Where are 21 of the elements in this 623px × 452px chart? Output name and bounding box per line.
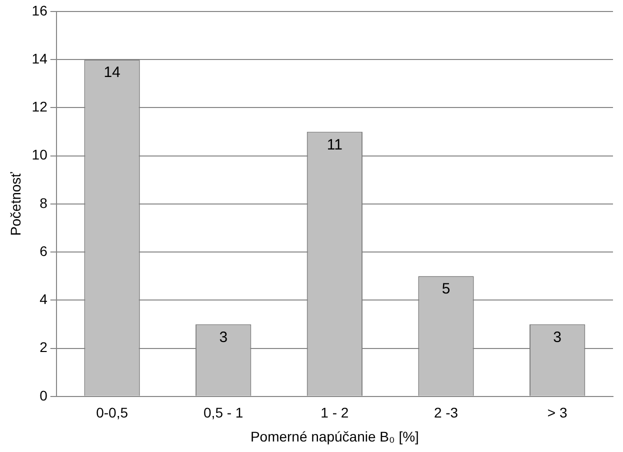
x-axis-title: Pomerné napúčanie B₀ [%] <box>250 428 419 444</box>
y-tick-label: 0 <box>40 387 48 404</box>
y-tick-label: 12 <box>32 98 48 115</box>
y-tick-label: 6 <box>40 242 48 259</box>
data-label: 11 <box>326 136 342 154</box>
y-tick-label: 10 <box>32 146 48 163</box>
data-label: 3 <box>553 328 562 346</box>
x-tick-label: 0,5 - 1 <box>204 404 244 421</box>
x-tick-label: > 3 <box>547 404 568 421</box>
y-tick-label: 4 <box>40 291 48 308</box>
x-tick-label: 0-0,5 <box>96 404 128 421</box>
y-tick-label: 16 <box>32 2 48 18</box>
y-axis-title: Početnosť <box>7 171 24 236</box>
y-tick-label: 14 <box>32 50 48 66</box>
y-tick-label: 2 <box>40 339 48 356</box>
y-tick-label: 8 <box>40 194 48 211</box>
data-label: 3 <box>219 328 228 346</box>
x-tick-label: 1 - 2 <box>320 404 349 421</box>
data-label: 14 <box>104 64 120 82</box>
x-tick-label: 2 -3 <box>434 404 458 421</box>
data-label: 5 <box>442 280 450 298</box>
